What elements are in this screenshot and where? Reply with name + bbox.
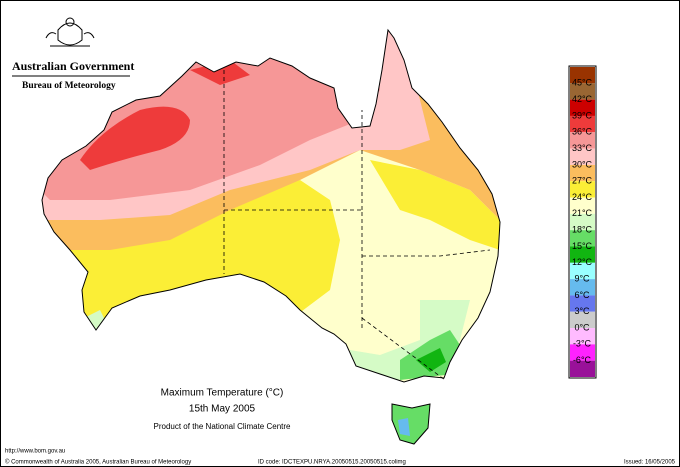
legend-swatch (570, 67, 595, 84)
legend-swatch (570, 197, 595, 214)
legend-label: 18°C (572, 225, 593, 235)
legend-swatch (570, 344, 595, 361)
legend-label: 9°C (574, 273, 590, 283)
legend-label: 39°C (572, 110, 593, 120)
legend-swatch (570, 148, 595, 165)
state-borders (223, 70, 491, 381)
legend-swatch (570, 262, 595, 280)
legend-swatch (570, 83, 595, 100)
legend-frame (568, 65, 597, 379)
footer-id: ID code: IDCTEXPU.NRYA.20050515.20050515… (258, 460, 406, 466)
map-credit: Product of the National Climate Centre (154, 422, 292, 431)
legend-swatch (570, 213, 595, 231)
legend-label: 45°C (572, 78, 593, 88)
legend-label: 30°C (572, 159, 593, 169)
legend-label: 0°C (574, 322, 590, 332)
legend-label: 42°C (572, 94, 593, 104)
footer-copyright: © Commonwealth of Australia 2005, Austra… (5, 459, 191, 466)
legend-swatch (570, 279, 595, 296)
footer-url: http://www.bom.gov.au (5, 449, 65, 455)
tasmania-cool-area (398, 418, 410, 436)
legend-swatch (570, 115, 595, 133)
legend-swatch (570, 132, 595, 149)
legend-swatch (570, 181, 595, 198)
legend-label: -6°C (573, 355, 592, 365)
map-title: Maximum Temperature (°C) (161, 388, 284, 399)
agency-name: Bureau of Meteorology (22, 81, 116, 91)
government-name: Australian Government (12, 59, 134, 73)
crest (45, 17, 95, 47)
legend-label: 15°C (572, 241, 593, 251)
legend-swatch (570, 295, 595, 312)
legend-swatch (570, 328, 595, 345)
legend-label: 33°C (572, 143, 593, 153)
map-date: 15th May 2005 (189, 404, 256, 415)
legend-swatch (570, 311, 595, 329)
legend-swatch (570, 360, 595, 377)
legend-label: 36°C (572, 127, 593, 137)
legend-label: 27°C (572, 176, 593, 186)
legend-label: 21°C (572, 208, 593, 218)
footer-issued: Issued: 16/05/2005 (624, 460, 676, 466)
legend-swatch (570, 230, 595, 247)
legend-swatch (570, 246, 595, 263)
legend-swatch (570, 99, 595, 116)
legend-swatch (570, 164, 595, 182)
legend-label: 6°C (574, 290, 590, 300)
legend-label: 12°C (572, 257, 593, 267)
legend-label: 3°C (574, 306, 590, 316)
coastline (41, 28, 501, 383)
legend-label: -3°C (573, 339, 592, 349)
legend-label: 24°C (572, 192, 593, 202)
legend: 45°C 42°C 39°C 36°C 33°C 30°C 27°C 24°C 21°C 18°C… (568, 65, 597, 379)
